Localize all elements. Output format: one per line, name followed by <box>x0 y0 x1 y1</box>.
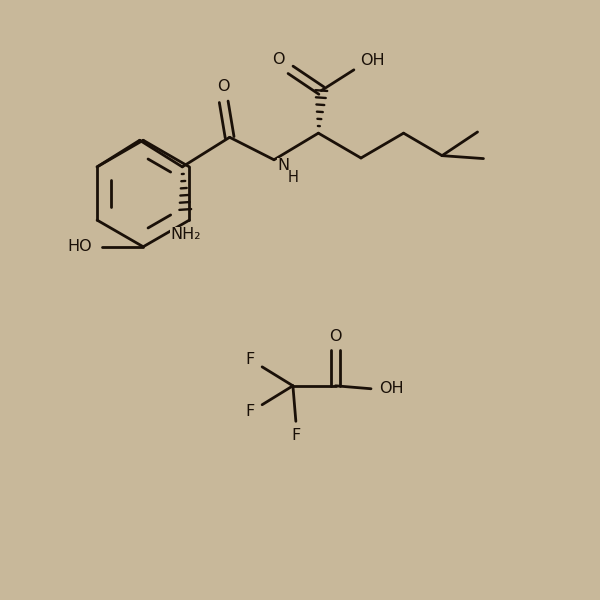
Text: OH: OH <box>361 53 385 68</box>
Text: O: O <box>329 329 342 344</box>
Text: O: O <box>217 79 230 94</box>
Text: F: F <box>291 428 301 443</box>
Text: F: F <box>245 404 255 419</box>
Text: F: F <box>245 352 255 367</box>
Text: HO: HO <box>67 239 92 254</box>
Text: NH₂: NH₂ <box>170 227 200 242</box>
Text: H: H <box>287 170 298 185</box>
Text: N: N <box>277 158 290 173</box>
Text: OH: OH <box>379 381 404 396</box>
Text: O: O <box>272 52 285 67</box>
